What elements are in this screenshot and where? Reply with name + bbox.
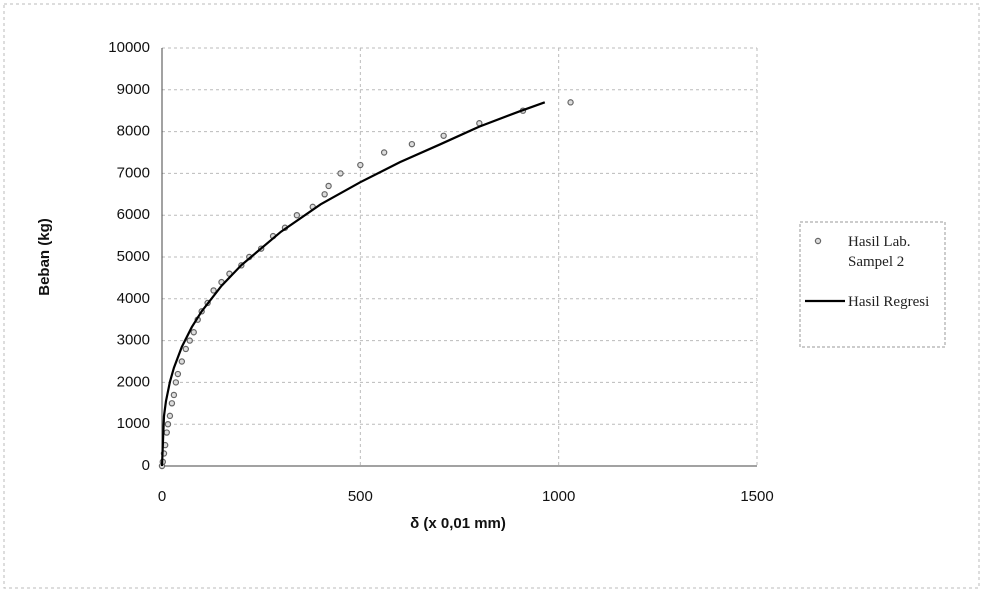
y-tick-label: 3000 [117, 332, 150, 349]
y-tick-label: 4000 [117, 290, 150, 307]
y-tick-label: 5000 [117, 248, 150, 265]
data-point [380, 149, 388, 156]
data-point [567, 99, 574, 106]
legend-label: Hasil Regresi [848, 294, 930, 310]
x-tick-label: 1000 [542, 488, 575, 505]
data-point [210, 287, 217, 294]
x-axis-title: δ (x 0,01 mm) [410, 515, 506, 532]
chart-border [3, 3, 980, 589]
legend-box [799, 221, 946, 348]
y-tick-label: 8000 [117, 123, 150, 140]
data-point [168, 400, 176, 407]
data-point [190, 329, 197, 336]
y-tick-label: 7000 [117, 164, 150, 181]
x-tick-label: 1500 [740, 488, 773, 505]
y-tick-label: 1000 [117, 415, 150, 432]
data-point [178, 358, 186, 365]
y-tick-label: 2000 [117, 373, 150, 390]
data-point [337, 170, 344, 177]
data-point [325, 182, 332, 190]
y-tick-label: 10000 [108, 39, 150, 56]
data-point [163, 429, 170, 436]
data-point [321, 191, 328, 198]
data-point [170, 391, 178, 399]
x-tick-label: 0 [158, 488, 166, 505]
data-point [172, 379, 180, 386]
y-tick-label: 6000 [117, 206, 150, 223]
regression-line [160, 101, 546, 467]
legend-label: Hasil Lab. Sampel 2 [848, 234, 911, 270]
data-point [293, 211, 301, 219]
y-tick-label: 9000 [117, 81, 150, 98]
data-point [182, 345, 189, 353]
y-axis-title: Beban (kg) [36, 218, 53, 296]
data-point [440, 132, 447, 139]
data-point [186, 337, 193, 344]
y-tick-label: 0 [142, 457, 150, 474]
data-point [357, 161, 364, 169]
x-tick-label: 500 [348, 488, 373, 505]
data-point [174, 370, 182, 378]
data-point [166, 412, 174, 420]
data-point [164, 421, 172, 428]
legend-marker [814, 237, 822, 245]
data-point [408, 140, 416, 148]
